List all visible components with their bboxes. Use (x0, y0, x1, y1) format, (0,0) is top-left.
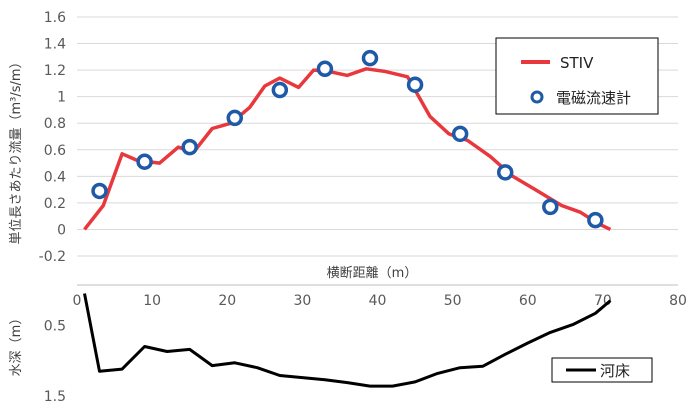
legend-stiv-label: STIV (560, 54, 594, 72)
x-tick-label: 0 (73, 293, 82, 309)
legend-riverbed-label: 河床 (600, 362, 630, 380)
em-meter-point (451, 125, 469, 143)
em-meter-point (91, 182, 108, 200)
em-meter-point (181, 138, 198, 156)
y-tick-label: 1.5 (44, 389, 66, 405)
bottom-chart-y-axis-title: 水深（m） (9, 312, 24, 377)
em-meter-point (361, 49, 379, 67)
y-tick-label: 1.6 (44, 10, 66, 26)
top-chart-legend: STIV 電磁流速計 (495, 37, 659, 115)
y-tick-label: -0.2 (39, 249, 66, 265)
em-meter-point (226, 109, 244, 127)
y-tick-label: 1.4 (44, 37, 66, 53)
bottom-chart-y-tick-labels: 0.5 1.5 (44, 318, 66, 405)
em-meter-point (496, 164, 514, 181)
em-meter-point (542, 198, 559, 216)
riverbed-series-line (83, 293, 612, 388)
y-tick-label: 1 (57, 90, 66, 106)
x-tick-label: 30 (293, 293, 311, 309)
em-meter-point (587, 211, 604, 229)
y-tick-label: 0.8 (44, 116, 66, 132)
legend-em-swatch (530, 90, 544, 104)
x-axis-tick-labels: 0 10 20 30 40 50 60 70 80 (73, 293, 687, 309)
y-tick-label: 0.2 (44, 196, 66, 212)
bottom-chart-legend: 河床 (551, 357, 653, 383)
em-meter-point (406, 76, 424, 93)
y-tick-label: 1.2 (44, 63, 66, 79)
top-chart-y-axis-title: 単位長さあたり流量（m³/s/m） (8, 55, 24, 244)
legend-box (495, 37, 659, 115)
top-chart-y-tick-labels: 1.6 1.4 1.2 1 0.8 0.6 0.4 0.2 0 -0.2 (39, 10, 66, 265)
em-meter-point (316, 60, 334, 78)
x-tick-label: 50 (444, 293, 462, 309)
legend-em-label: 電磁流速計 (556, 89, 631, 107)
y-tick-label: 0 (57, 222, 66, 238)
x-tick-label: 40 (369, 293, 387, 309)
em-meter-point (136, 153, 153, 170)
x-tick-label: 20 (218, 293, 236, 309)
bottom-chart-series (83, 293, 612, 388)
x-tick-label: 60 (519, 293, 537, 309)
x-tick-label: 10 (143, 293, 161, 309)
top-chart-x-axis-title: 横断距離（m） (327, 266, 418, 281)
y-tick-label: 0.5 (44, 318, 66, 334)
y-tick-label: 0.4 (44, 169, 66, 185)
y-tick-label: 0.6 (44, 143, 66, 159)
x-tick-label: 80 (669, 293, 687, 309)
em-meter-point (271, 81, 289, 99)
top-chart-series (83, 49, 612, 231)
